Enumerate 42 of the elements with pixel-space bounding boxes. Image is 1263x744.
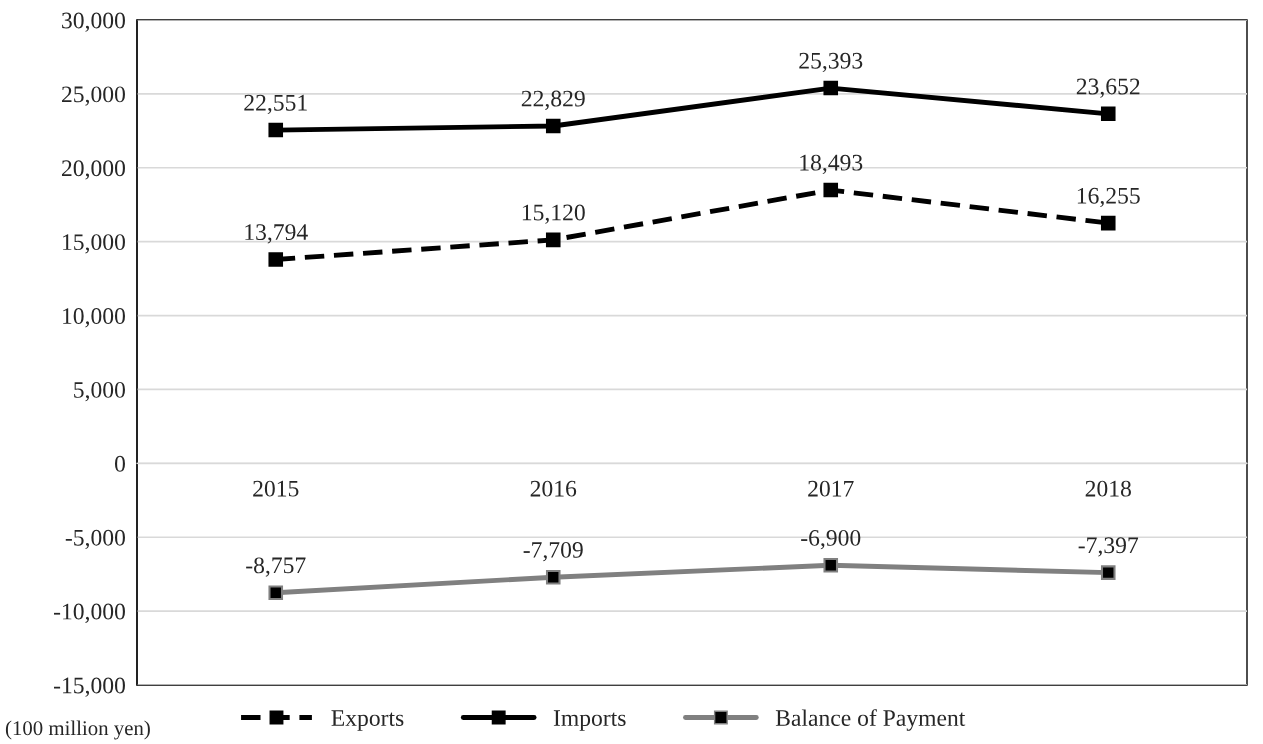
y-tick-label: -15,000 — [53, 677, 125, 697]
data-label: 13,794 — [245, 224, 308, 244]
data-label: 16,255 — [1077, 187, 1140, 208]
y-tick-label: -5,000 — [65, 529, 125, 550]
x-tick-label: 2015 — [253, 480, 299, 497]
data-label: -7,709 — [523, 541, 583, 562]
y-tick-label: 15,000 — [63, 234, 125, 254]
point — [268, 122, 284, 138]
data-label: -8,757 — [246, 557, 306, 577]
data-label: 22,551 — [244, 94, 307, 115]
y-tick-label: -10,000 — [53, 603, 125, 623]
point — [823, 182, 839, 198]
y-tick-label: 10,000 — [63, 308, 125, 328]
point — [545, 118, 561, 134]
data-label: -6,900 — [801, 529, 861, 550]
x-tick-label: 2018 — [1085, 480, 1131, 497]
data-label: 23,652 — [1076, 78, 1140, 98]
data-label: 18,493 — [800, 154, 863, 175]
x-tick-label: 2017 — [808, 480, 854, 497]
point — [823, 80, 839, 96]
y-tick-label: 0 — [114, 455, 125, 472]
legend-label: Exports — [331, 710, 404, 731]
data-label: 25,393 — [799, 52, 863, 73]
point — [1100, 106, 1116, 122]
y-tick-label: 5,000 — [74, 381, 125, 402]
y-tick-label: 25,000 — [62, 86, 125, 106]
point — [823, 558, 839, 573]
point — [545, 232, 561, 248]
y-tick-label: 30,000 — [62, 12, 125, 32]
point — [1100, 215, 1116, 231]
x-tick-label: 2016 — [530, 480, 577, 497]
point — [1100, 565, 1116, 580]
point — [545, 569, 561, 585]
y-tick-label: 20,000 — [62, 160, 125, 180]
point — [268, 585, 284, 601]
data-label: 22,829 — [521, 90, 585, 110]
text: (100 million yen) — [5, 720, 150, 740]
point — [268, 252, 284, 267]
legend-label: Balance of Payment — [775, 709, 966, 731]
legend-label: Imports — [553, 710, 626, 731]
data-label: -7,397 — [1078, 537, 1139, 557]
data-label: 15,120 — [522, 204, 585, 224]
